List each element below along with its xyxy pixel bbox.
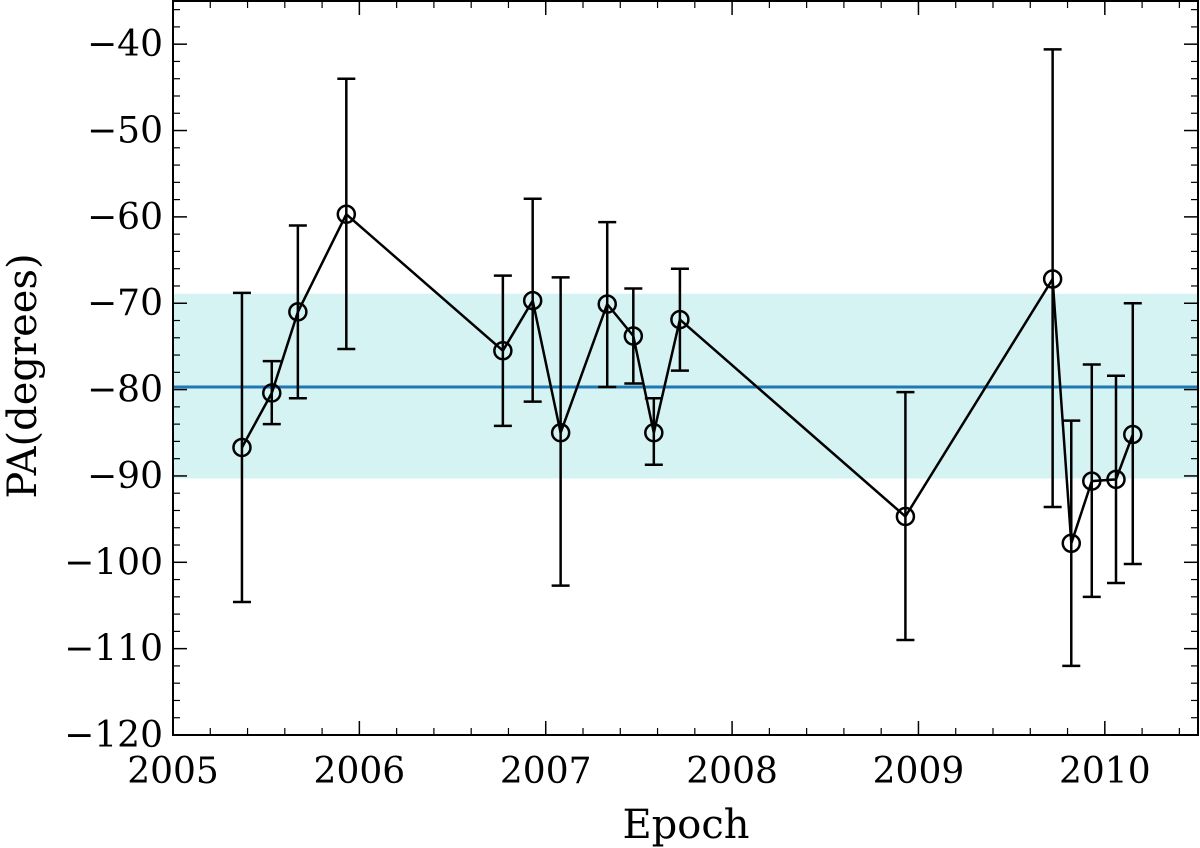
data-point (623, 326, 644, 346)
plot-frame (172, 0, 1199, 736)
band-layer (173, 293, 1198, 479)
x-tick-label: 2006 (314, 751, 406, 792)
y-tick-label: −90 (87, 456, 163, 497)
x-axis-label: Epoch (622, 802, 749, 848)
data-point (670, 309, 690, 330)
tick-labels-layer: 2005 2006 2007 2008 2009 2010 −40 −50 −60 −70 −80 −… (64, 24, 1151, 792)
data-point (1061, 533, 1082, 554)
data-point (262, 383, 282, 403)
data-point (1082, 471, 1102, 491)
data-point (550, 423, 571, 443)
data-point (895, 506, 916, 527)
data-point (493, 340, 513, 361)
y-tick-label: −80 (87, 370, 163, 411)
data-point (644, 423, 664, 443)
x-tick-label: 2009 (873, 751, 965, 792)
x-tick-label: 2005 (127, 751, 219, 792)
data-point (1042, 269, 1063, 289)
data-point (288, 302, 308, 322)
y-tick-label: −50 (87, 111, 163, 152)
y-axis-label: PA(degrees) (0, 253, 46, 498)
x-tick-label: 2010 (1059, 751, 1151, 792)
data-point (336, 204, 357, 225)
x-tick-label: 2008 (686, 751, 778, 792)
y-tick-label: −60 (87, 197, 163, 238)
y-tick-label: −70 (87, 283, 163, 324)
x-tick-label: 2007 (500, 751, 592, 792)
ticks-layer (172, 1, 1198, 736)
data-point (597, 294, 617, 314)
data-layer (232, 48, 1143, 668)
y-tick-label: −110 (64, 629, 163, 670)
data-point (1106, 469, 1126, 490)
y-tick-label: −120 (64, 715, 163, 756)
data-point (522, 290, 543, 311)
data-point (1123, 424, 1143, 445)
y-tick-label: −100 (64, 542, 163, 583)
y-tick-label: −40 (87, 24, 163, 65)
data-point (232, 437, 252, 458)
